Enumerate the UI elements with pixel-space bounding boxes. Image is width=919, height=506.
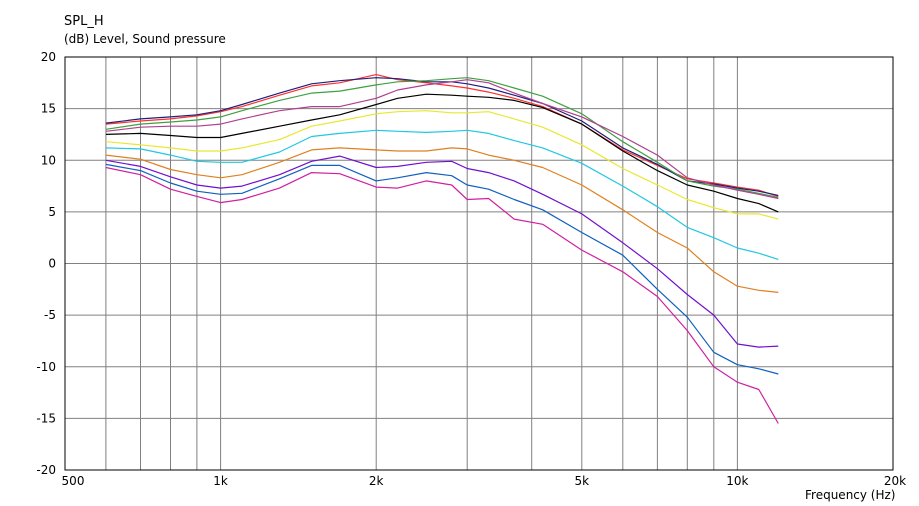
series-line-3 — [105, 77, 779, 198]
series-line-4 — [105, 79, 779, 200]
x-tick-label: 10k — [726, 474, 748, 488]
y-tick-label: 20 — [41, 50, 56, 64]
series-line-1 — [105, 73, 779, 197]
y-tick-label: 10 — [41, 153, 56, 167]
y-axis-label: (dB) Level, Sound pressure — [64, 32, 226, 46]
x-axis-label: Frequency (Hz) — [805, 488, 896, 502]
y-tick-label: -20 — [36, 463, 56, 477]
y-tick-label: -10 — [36, 360, 56, 374]
series-layer — [105, 73, 779, 424]
y-tick-label: -5 — [44, 308, 56, 322]
series-line-8 — [105, 147, 779, 293]
y-tick-label: 5 — [48, 205, 56, 219]
y-tick-labels: 20 15 10 5 0 -5 -10 -15 -20 — [36, 50, 56, 477]
x-tick-labels: 500 1k 2k 5k 10k 20k — [62, 474, 907, 488]
x-tick-label: 1k — [213, 474, 228, 488]
series-line-11 — [105, 166, 779, 424]
series-line-6 — [105, 110, 779, 220]
y-tick-label: -15 — [36, 411, 56, 425]
x-tick-label: 20k — [884, 474, 906, 488]
series-line-5 — [105, 93, 779, 213]
series-line-9 — [105, 155, 779, 348]
series-line-10 — [105, 163, 779, 375]
plot-area-frame — [64, 56, 894, 471]
chart-title: SPL_H — [64, 14, 104, 29]
y-tick-label: 15 — [41, 102, 56, 116]
x-tick-label: 2k — [369, 474, 384, 488]
x-tick-label: 5k — [575, 474, 590, 488]
y-tick-label: 0 — [48, 257, 56, 271]
x-tick-label: 500 — [62, 474, 85, 488]
series-line-7 — [105, 129, 779, 260]
